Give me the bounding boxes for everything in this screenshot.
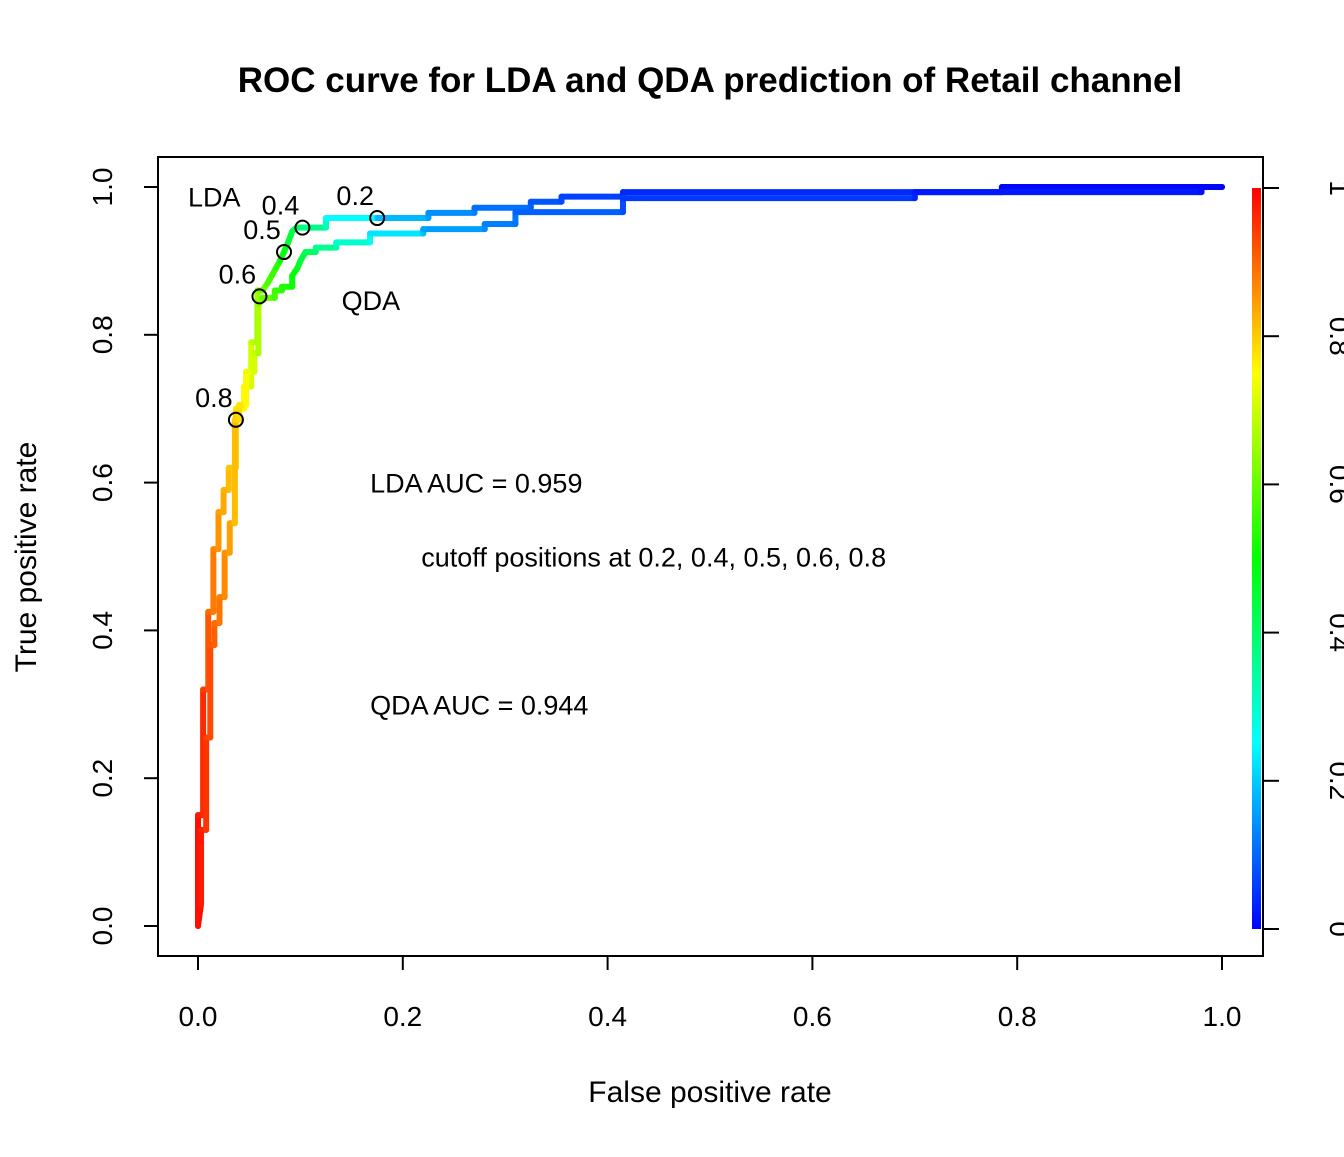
cutoff-label: 0.2 bbox=[336, 181, 374, 211]
y-tick-label: 0.8 bbox=[87, 315, 118, 354]
cutoff-label: 0.6 bbox=[219, 259, 257, 289]
colorbar-tick-label: 0.8 bbox=[1324, 317, 1344, 356]
cutoff-label: 0.4 bbox=[262, 191, 300, 221]
cutoff-marker bbox=[227, 411, 244, 428]
colorbar-tick-label: 1 bbox=[1324, 180, 1344, 196]
x-tick-label: 0.0 bbox=[179, 1001, 218, 1032]
qda-curve-segment bbox=[195, 900, 205, 929]
y-tick-label: 0.0 bbox=[87, 907, 118, 946]
annotation-text: LDA AUC = 0.959 bbox=[370, 469, 582, 499]
colorbar-tick-label: 0.4 bbox=[1324, 613, 1344, 652]
annotation-text: QDA AUC = 0.944 bbox=[370, 690, 588, 720]
colorbar bbox=[1252, 188, 1261, 929]
y-tick-label: 1.0 bbox=[87, 168, 118, 207]
cutoff-marker bbox=[276, 244, 293, 261]
colorbar-tick-label: 0.2 bbox=[1324, 761, 1344, 800]
cutoff-label: 0.8 bbox=[195, 383, 233, 413]
cutoff-markers: 0.2 0.40.5 0.6 0.8 bbox=[195, 181, 386, 428]
y-axis-label: True positive rate bbox=[10, 442, 43, 673]
cutoff-marker bbox=[251, 288, 268, 305]
y-tick-label: 0.6 bbox=[87, 463, 118, 502]
x-tick-label: 0.8 bbox=[998, 1001, 1037, 1032]
x-tick-label: 0.6 bbox=[793, 1001, 832, 1032]
x-tick-label: 1.0 bbox=[1203, 1001, 1242, 1032]
cutoff-marker bbox=[369, 210, 386, 227]
chart-title: ROC curve for LDA and QDA prediction of … bbox=[238, 61, 1182, 100]
roc-curve-lda bbox=[195, 184, 1225, 929]
x-tick-label: 0.4 bbox=[588, 1001, 627, 1032]
roc-curves bbox=[195, 184, 1225, 929]
cutoff-marker bbox=[294, 219, 311, 236]
cutoff-label: 0.5 bbox=[243, 215, 281, 245]
colorbar-tick-label: 0 bbox=[1324, 921, 1344, 937]
y-axis: 0.0 0.2 0.4 0.6 0.8 1.0 bbox=[87, 168, 159, 946]
text-annotations: LDA QDA LDA AUC = 0.959 cutoff positions at… bbox=[188, 182, 886, 720]
curve-label-lda: LDA bbox=[188, 182, 241, 212]
colorbar-axis: 0 0.2 0.4 0.6 0.8 1 bbox=[1263, 180, 1344, 937]
x-axis-label: False positive rate bbox=[588, 1076, 831, 1109]
roc-curve-qda bbox=[195, 184, 1225, 929]
x-tick-label: 0.2 bbox=[383, 1001, 422, 1032]
annotation-text: cutoff positions at 0.2, 0.4, 0.5, 0.6, … bbox=[421, 543, 886, 573]
colorbar-tick-label: 0.6 bbox=[1324, 465, 1344, 504]
y-tick-label: 0.2 bbox=[87, 759, 118, 798]
curve-label-qda: QDA bbox=[342, 286, 401, 316]
y-tick-label: 0.4 bbox=[87, 611, 118, 650]
x-axis: 0.0 0.2 0.4 0.6 0.8 1.0 bbox=[179, 955, 1242, 1032]
